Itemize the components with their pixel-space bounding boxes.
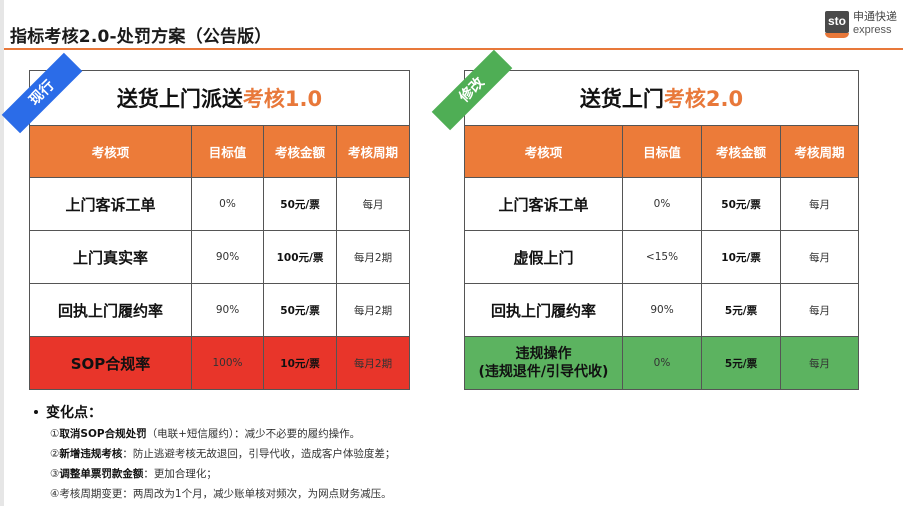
table-row: 回执上门履约率 90% 50元/票 每月2期 (29, 283, 411, 337)
table-title-row: 送货上门派送考核1.0 (28, 70, 411, 126)
table-row: 上门真实率 90% 100元/票 每月2期 (29, 230, 411, 284)
cell-amount: 100元/票 (263, 230, 337, 284)
current-assessment-table: 送货上门派送考核1.0 考核项 目标值 考核金额 考核周期 上门客诉工单 0% … (28, 70, 411, 390)
table-row-added: 违规操作 (违规退件/引导代收) 0% 5元/票 每月 (464, 336, 860, 390)
table-title-prefix: 送货上门派送 (116, 87, 243, 111)
page-title: 指标考核2.0-处罚方案（公告版） (10, 27, 272, 47)
cell-item-line1: 违规操作 (515, 346, 572, 362)
logo-name-en: express (853, 24, 892, 36)
cell-item: 上门真实率 (29, 230, 192, 284)
logo-name-cn: 申通快递 (853, 10, 897, 23)
table-title-highlight: 考核2.0 (663, 87, 744, 111)
table-row: 上门客诉工单 0% 50元/票 每月 (29, 177, 411, 231)
slide-left-edge (0, 0, 4, 506)
cell-period: 每月 (779, 177, 860, 231)
title-divider (4, 48, 903, 50)
logo-swoosh-icon (825, 33, 849, 38)
table-header-row: 考核项 目标值 考核金额 考核周期 (29, 125, 411, 178)
revised-assessment-table: 送货上门考核2.0 考核项 目标值 考核金额 考核周期 上门客诉工单 0% 50… (463, 70, 860, 390)
cell-period: 每月 (779, 230, 860, 284)
table-row-removed: SOP合规率 100% 10元/票 每月2期 (29, 336, 411, 390)
table-title-highlight: 考核1.0 (242, 87, 323, 111)
cell-target: 90% (191, 230, 264, 284)
cell-target: 0% (622, 336, 702, 390)
table-title: 送货上门考核2.0 (463, 70, 860, 126)
cell-amount: 5元/票 (701, 283, 781, 337)
col-header-period: 考核周期 (335, 125, 411, 178)
cell-period: 每月2期 (335, 230, 411, 284)
bullet-icon (34, 410, 38, 414)
sto-express-logo: sto 申通快递 express (825, 9, 901, 43)
change-key: 新增违规考核 (59, 448, 123, 460)
cell-period: 每月 (779, 283, 860, 337)
change-desc: ：防止逃避考核无故退回，引导代收，造成客户体验度差； (122, 448, 396, 460)
col-header-target: 目标值 (191, 125, 264, 178)
cell-amount: 10元/票 (263, 336, 337, 390)
changes-heading: 变化点： (28, 402, 102, 422)
changes-section: 变化点： (28, 402, 102, 422)
change-num: ② (50, 448, 60, 460)
cell-target: <15% (622, 230, 702, 284)
cell-target: 0% (191, 177, 264, 231)
cell-item: 违规操作 (违规退件/引导代收) (464, 336, 623, 390)
cell-period: 每月 (335, 177, 411, 231)
cell-item-line2: (违规退件/引导代收) (478, 364, 609, 380)
cell-item: 上门客诉工单 (464, 177, 623, 231)
change-item: ④考核周期变更：两周改为1个月，减少账单核对频次，为网点财务减压。 (50, 486, 392, 501)
change-desc: 考核周期变更：两周改为1个月，减少账单核对频次，为网点财务减压。 (59, 488, 392, 500)
cell-period: 每月2期 (335, 336, 411, 390)
table-title-row: 送货上门考核2.0 (463, 70, 860, 126)
cell-amount: 50元/票 (263, 283, 337, 337)
table-row: 虚假上门 <15% 10元/票 每月 (464, 230, 860, 284)
col-header-item: 考核项 (29, 125, 192, 178)
change-key: 取消SOP合规处罚 (59, 428, 147, 440)
col-header-amount: 考核金额 (701, 125, 781, 178)
table-header-row: 考核项 目标值 考核金额 考核周期 (464, 125, 860, 178)
cell-target: 100% (191, 336, 264, 390)
col-header-period: 考核周期 (779, 125, 860, 178)
cell-item: SOP合规率 (29, 336, 192, 390)
table-title: 送货上门派送考核1.0 (28, 70, 411, 126)
change-item: ②新增违规考核：防止逃避考核无故退回，引导代收，造成客户体验度差； (50, 446, 395, 461)
change-item: ①取消SOP合规处罚（电联+短信履约）：减少不必要的履约操作。 (50, 426, 360, 441)
cell-target: 90% (622, 283, 702, 337)
sto-logo-icon: sto (825, 11, 849, 33)
cell-target: 0% (622, 177, 702, 231)
change-desc: （电联+短信履约）：减少不必要的履约操作。 (146, 428, 361, 440)
cell-amount: 10元/票 (701, 230, 781, 284)
col-header-amount: 考核金额 (263, 125, 337, 178)
table-row: 回执上门履约率 90% 5元/票 每月 (464, 283, 860, 337)
change-key: 调整单票罚款金额 (59, 468, 144, 480)
change-num: ① (50, 428, 60, 440)
cell-period: 每月2期 (335, 283, 411, 337)
cell-amount: 50元/票 (263, 177, 337, 231)
cell-item: 上门客诉工单 (29, 177, 192, 231)
cell-period: 每月 (779, 336, 860, 390)
cell-item: 虚假上门 (464, 230, 623, 284)
cell-target: 90% (191, 283, 264, 337)
change-desc: ：更加合理化； (143, 468, 217, 480)
changes-heading-text: 变化点： (46, 405, 102, 421)
change-num: ④ (50, 488, 60, 500)
change-item: ③调整单票罚款金额：更加合理化； (50, 466, 217, 481)
change-num: ③ (50, 468, 60, 480)
cell-item: 回执上门履约率 (29, 283, 192, 337)
cell-amount: 5元/票 (701, 336, 781, 390)
cell-amount: 50元/票 (701, 177, 781, 231)
col-header-target: 目标值 (622, 125, 702, 178)
table-title-prefix: 送货上门 (579, 87, 664, 111)
table-row: 上门客诉工单 0% 50元/票 每月 (464, 177, 860, 231)
cell-item: 回执上门履约率 (464, 283, 623, 337)
col-header-item: 考核项 (464, 125, 623, 178)
